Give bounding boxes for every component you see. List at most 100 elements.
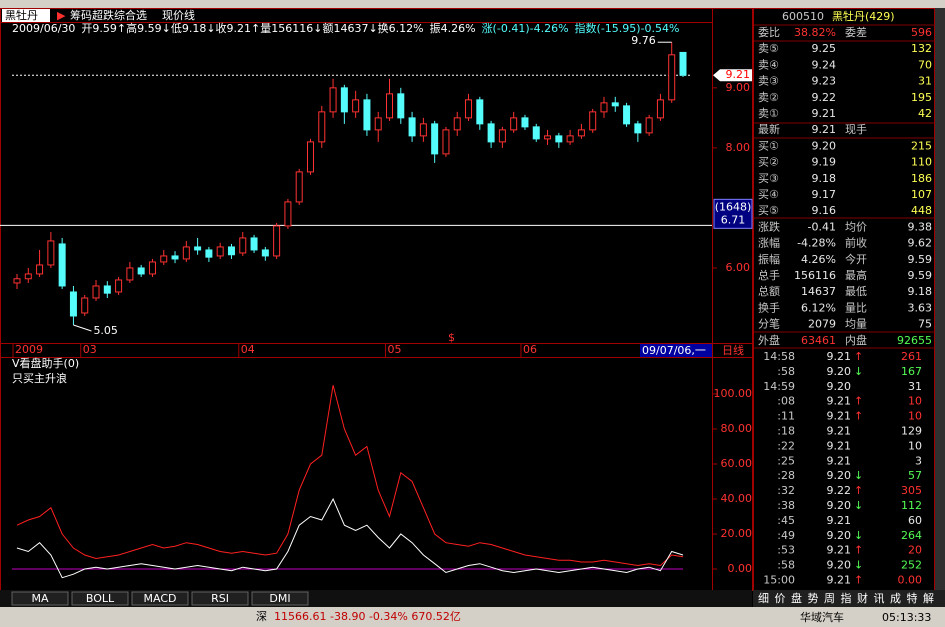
cursor-date-box xyxy=(640,344,712,357)
y-tick-label: 20.00 xyxy=(721,527,753,540)
cursor-count: (1648) xyxy=(715,200,752,213)
side-tab[interactable]: 势 xyxy=(808,592,819,605)
trade-time: :38 xyxy=(777,499,795,512)
indicator-tab[interactable] xyxy=(191,591,249,606)
x-tick-label: 06 xyxy=(523,343,537,356)
x-tick-label: 2009 xyxy=(15,343,43,356)
status-quote: 11566.61 -38.90 -0.34% 670.52亿 xyxy=(274,610,461,623)
candle-body xyxy=(340,87,348,113)
candle-body xyxy=(442,129,450,155)
indicator-tab-label: MACD xyxy=(144,592,177,605)
trade-time: 14:59 xyxy=(763,380,795,393)
candle-body xyxy=(668,54,676,101)
trade-volume: 60 xyxy=(908,514,922,527)
trade-time: :08 xyxy=(777,395,795,408)
side-tab[interactable]: 解 xyxy=(923,591,934,605)
trade-price: 9.21 xyxy=(827,410,852,423)
status-bar xyxy=(0,607,945,627)
quote-label: 委差 xyxy=(845,25,867,39)
candle-body xyxy=(58,243,66,287)
side-tab[interactable]: 周 xyxy=(824,592,835,605)
indicator-line xyxy=(16,497,684,579)
quote-value: 6.12% xyxy=(801,301,836,314)
indicator-tab[interactable] xyxy=(251,591,309,606)
order-price: 9.25 xyxy=(812,42,837,55)
candle-body xyxy=(329,87,337,113)
candle-body xyxy=(352,99,360,113)
side-tab[interactable]: 盘 xyxy=(791,591,802,605)
candle-body xyxy=(374,117,382,131)
side-tab[interactable]: 细 xyxy=(758,592,769,605)
quote-value: -4.28% xyxy=(797,237,836,250)
indicator-tab[interactable] xyxy=(71,591,129,606)
quote-value: 9.59 xyxy=(908,269,933,282)
indicator-tab[interactable] xyxy=(11,591,69,606)
trade-volume: 10 xyxy=(908,395,922,408)
trade-volume: 20 xyxy=(908,544,922,557)
quote-label: 最高 xyxy=(845,268,867,282)
order-label: 卖④ xyxy=(758,58,779,71)
candle-body xyxy=(634,123,642,134)
indicator-tab[interactable] xyxy=(131,591,189,606)
quote-label: 最低 xyxy=(845,285,867,298)
side-tab[interactable]: 价 xyxy=(775,592,786,605)
trade-price: 9.21 xyxy=(827,425,852,438)
trade-time: 15:00 xyxy=(763,574,795,587)
order-label: 买② xyxy=(758,156,779,169)
trade-time: :11 xyxy=(777,410,795,423)
trade-arrow: ↑ xyxy=(854,350,863,363)
candle-body xyxy=(408,117,416,137)
trade-time: :45 xyxy=(777,514,795,527)
candle-body xyxy=(656,99,664,119)
quote-value: -0.41 xyxy=(808,220,836,233)
trade-volume: 10 xyxy=(908,410,922,423)
candle-body xyxy=(555,135,563,143)
x-tick-label: 04 xyxy=(241,343,255,356)
trade-time: :32 xyxy=(777,484,795,497)
order-label: 买① xyxy=(758,139,779,152)
quote-label: 外盘 xyxy=(758,333,780,347)
candle-body xyxy=(510,117,518,131)
quote-value: 2079 xyxy=(808,318,836,331)
order-volume: 132 xyxy=(911,42,932,55)
cursor-date: 09/07/06,一 xyxy=(642,344,706,357)
trade-price: 9.20 xyxy=(827,559,852,572)
candle-body xyxy=(589,111,597,131)
candle-body xyxy=(318,111,326,143)
candle-body xyxy=(239,237,247,254)
info-item: 振4.26% xyxy=(430,21,476,35)
side-tab[interactable]: 讯 xyxy=(874,592,885,605)
quote-value: 38.82% xyxy=(794,26,836,39)
trade-volume: 3 xyxy=(915,454,922,467)
candle-body xyxy=(92,285,100,299)
side-tab[interactable]: 指 xyxy=(841,591,852,605)
candle-body xyxy=(13,278,21,284)
trade-volume: 252 xyxy=(901,559,922,572)
stock-code: 600510 xyxy=(782,10,824,23)
quote-value: 9.18 xyxy=(908,285,933,298)
candle-body xyxy=(476,99,484,125)
status-index: 深 xyxy=(256,610,267,623)
stock-tab[interactable] xyxy=(2,9,50,22)
candle-body xyxy=(544,135,552,140)
side-tab[interactable]: 财 xyxy=(857,591,868,605)
trade-price: 9.20 xyxy=(827,499,852,512)
x-tick-label: 03 xyxy=(83,343,97,356)
side-tab[interactable]: 成 xyxy=(890,592,901,605)
trade-price: 9.21 xyxy=(827,350,852,363)
candle-body xyxy=(645,117,653,134)
quote-label: 内盘 xyxy=(845,333,867,347)
indicator-tab-label: MA xyxy=(31,592,48,605)
quote-value: 63461 xyxy=(801,334,836,347)
trade-arrow: ↓ xyxy=(854,559,863,572)
trade-price: 9.22 xyxy=(827,484,852,497)
side-tab[interactable]: 特 xyxy=(907,591,918,605)
candle-body xyxy=(679,51,687,76)
trade-arrow: ↑ xyxy=(854,410,863,423)
order-price: 9.24 xyxy=(812,58,837,71)
quote-label: 量比 xyxy=(845,301,867,314)
candle-body xyxy=(284,201,292,227)
trade-arrow: ↓ xyxy=(854,365,863,378)
annotation-leader xyxy=(73,324,92,332)
